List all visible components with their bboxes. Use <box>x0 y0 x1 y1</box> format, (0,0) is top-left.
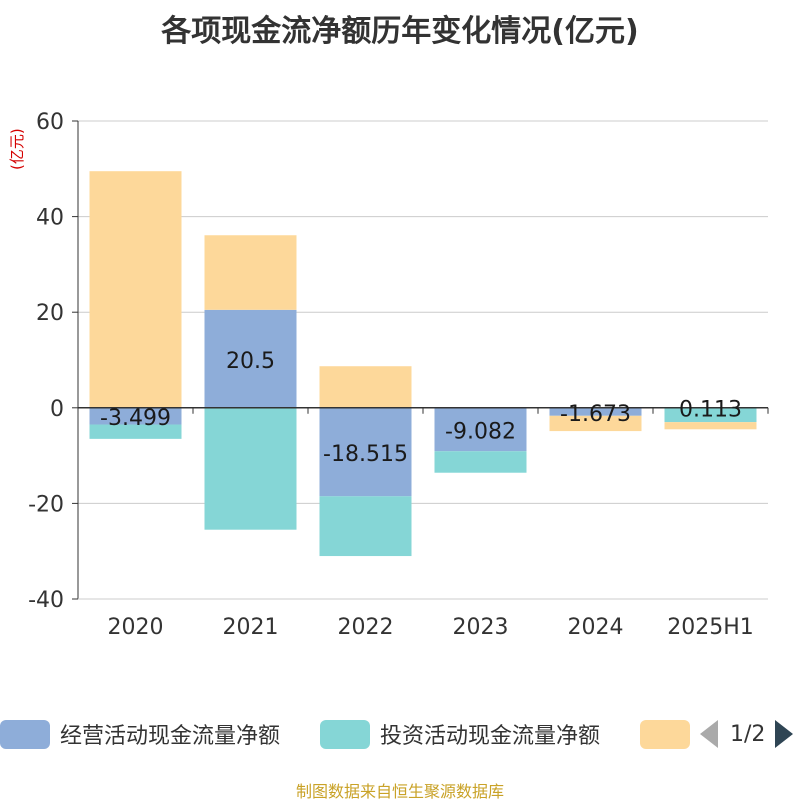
y-tick-label: 0 <box>50 397 64 422</box>
legend-label: 投资活动现金流量净额 <box>380 724 601 749</box>
bar-series <box>89 171 757 557</box>
x-tick-label: 2023 <box>453 615 509 640</box>
source-note: 制图数据来自恒生聚源数据库 <box>295 782 504 801</box>
data-labels: -3.499 20.5 -18.515 -9.082 -1.673 0.113 <box>100 349 742 467</box>
data-label: -18.515 <box>323 442 408 467</box>
x-tick-label: 2025H1 <box>667 615 754 640</box>
y-tick-label: 60 <box>36 110 64 135</box>
y-tick-label: 40 <box>36 206 64 231</box>
legend-label: 经营活动现金流量净额 <box>60 724 281 749</box>
y-tick-label: -20 <box>28 492 64 517</box>
legend-swatch <box>0 719 50 749</box>
x-tick-label: 2024 <box>568 615 624 640</box>
bar-2024-s2 <box>549 415 642 432</box>
bar-2021-s2 <box>204 235 297 310</box>
bar-2021-s0 <box>204 309 297 408</box>
prev-page-icon[interactable] <box>700 720 718 748</box>
bar-2025H1-s2 <box>664 422 757 430</box>
legend-item-operating[interactable]: 经营活动现金流量净额 <box>0 714 280 754</box>
data-label: -3.499 <box>100 406 171 431</box>
chart-title: 各项现金流净额历年变化情况(亿元) <box>161 14 639 49</box>
bar-2022-s2 <box>319 366 412 408</box>
legend: 经营活动现金流量净额 投资活动现金流量净额 <box>0 714 800 758</box>
x-tick-label: 2020 <box>108 615 164 640</box>
x-tick-label: 2021 <box>223 615 279 640</box>
x-tick-label: 2022 <box>338 615 394 640</box>
data-label: -1.673 <box>560 402 631 427</box>
bar-2022-s1 <box>319 496 412 557</box>
bar-2023-s1 <box>434 451 527 473</box>
data-label: 20.5 <box>226 349 275 374</box>
bar-2023-s0 <box>434 407 527 452</box>
y-tick-label: -40 <box>28 588 64 613</box>
axes: -40 -20 0 20 40 60 2020 2021 2022 2023 2024 2025H1 <box>28 110 769 640</box>
data-label: -9.082 <box>445 420 516 445</box>
data-label: 0.113 <box>679 398 742 423</box>
legend-item-financing[interactable] <box>640 714 690 754</box>
bar-2020-s0 <box>89 407 182 425</box>
legend-swatch <box>640 719 690 749</box>
bar-2024-s0 <box>549 407 642 416</box>
legend-item-investing[interactable]: 投资活动现金流量净额 <box>320 714 600 754</box>
legend-page-indicator: 1/2 <box>730 721 766 747</box>
legend-swatch <box>320 719 370 749</box>
bar-2021-s1 <box>204 407 297 530</box>
next-page-icon[interactable] <box>775 720 794 748</box>
legend-pager: 1/2 <box>700 718 794 750</box>
bar-2022-s0 <box>319 407 412 497</box>
bar-2025H1-s1 <box>664 407 757 423</box>
bar-2020-s1 <box>89 424 182 439</box>
bar-2020-s2 <box>89 171 182 408</box>
y-tick-label: 20 <box>36 301 64 326</box>
